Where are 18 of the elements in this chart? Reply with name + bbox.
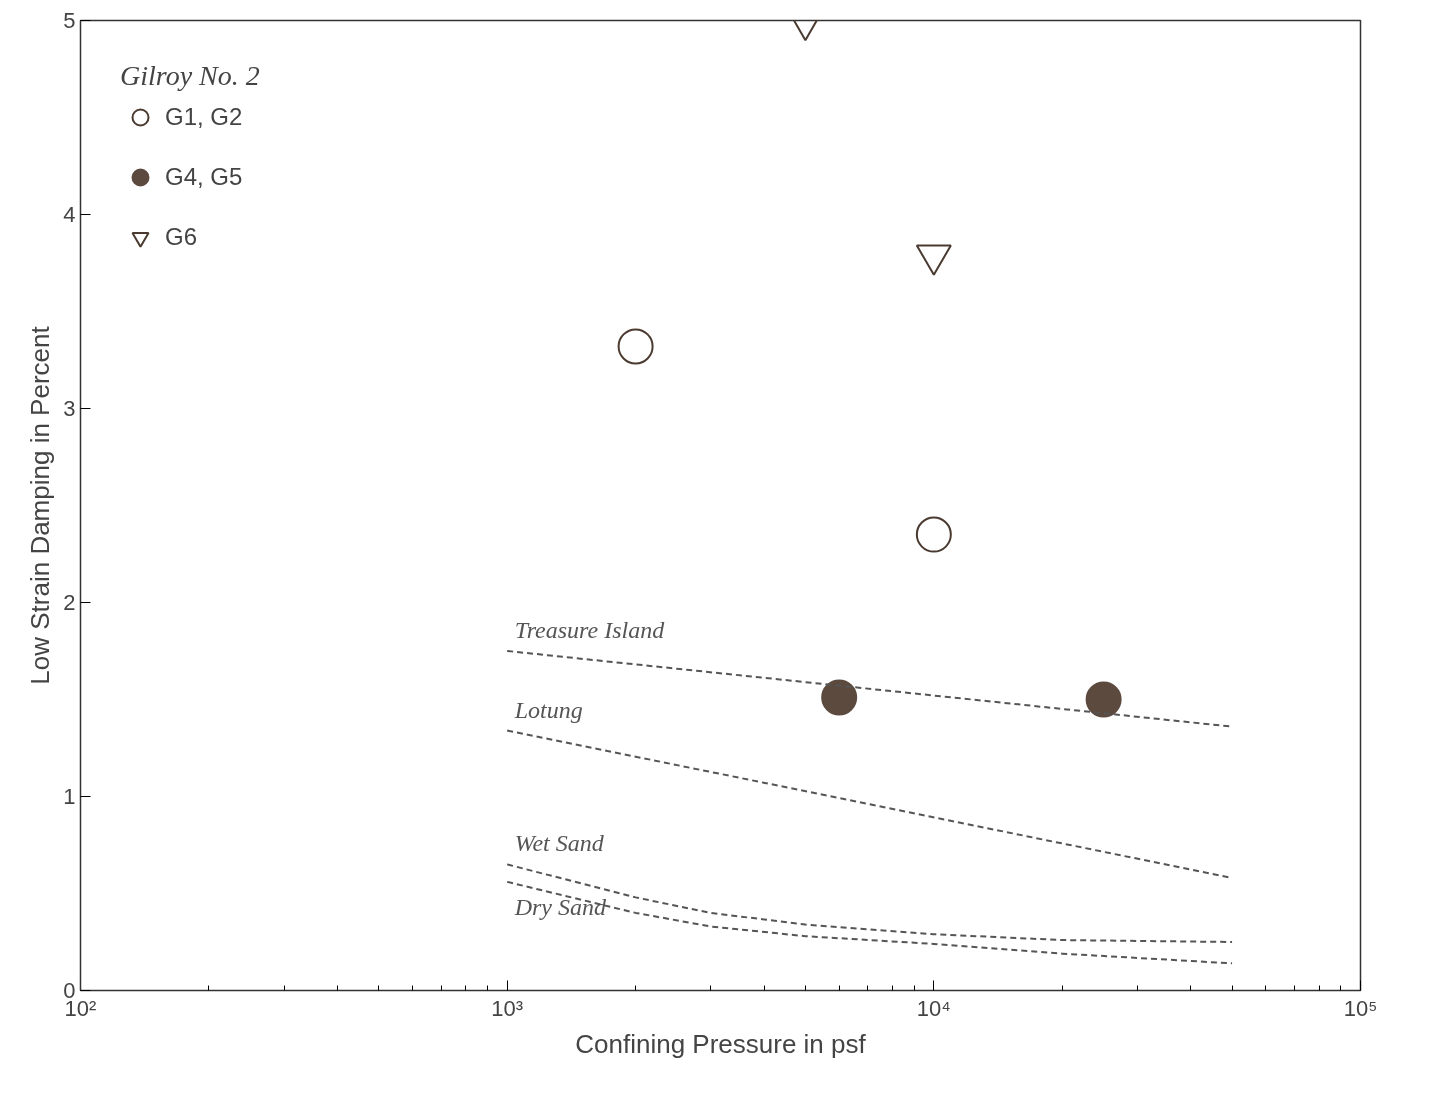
series-label: Wet Sand (514, 830, 605, 857)
y-tick-label: 1 (63, 784, 76, 809)
series-label: Dry Sand (513, 893, 607, 920)
x-axis-title: Confining Pressure in psf (575, 1028, 867, 1059)
legend-title: Gilroy No. 2 (120, 60, 260, 92)
y-tick-label: 5 (63, 8, 76, 33)
legend-label: G6 (165, 223, 198, 251)
series-label: Treasure Island (514, 617, 666, 643)
series-label: Lotung (513, 696, 583, 723)
legend-label: G4, G5 (165, 163, 243, 191)
y-axis-title: Low Strain Damping in Percent (25, 325, 56, 685)
legend-label: G1, G2 (165, 103, 243, 131)
y-tick-label: 2 (63, 590, 76, 615)
y-tick-label: 4 (63, 202, 76, 227)
y-tick-label: 3 (63, 396, 76, 421)
x-tick-label: 10³ (491, 995, 524, 1021)
x-tick-label: 10⁵ (1343, 995, 1378, 1021)
x-tick-label: 10⁴ (916, 995, 951, 1021)
